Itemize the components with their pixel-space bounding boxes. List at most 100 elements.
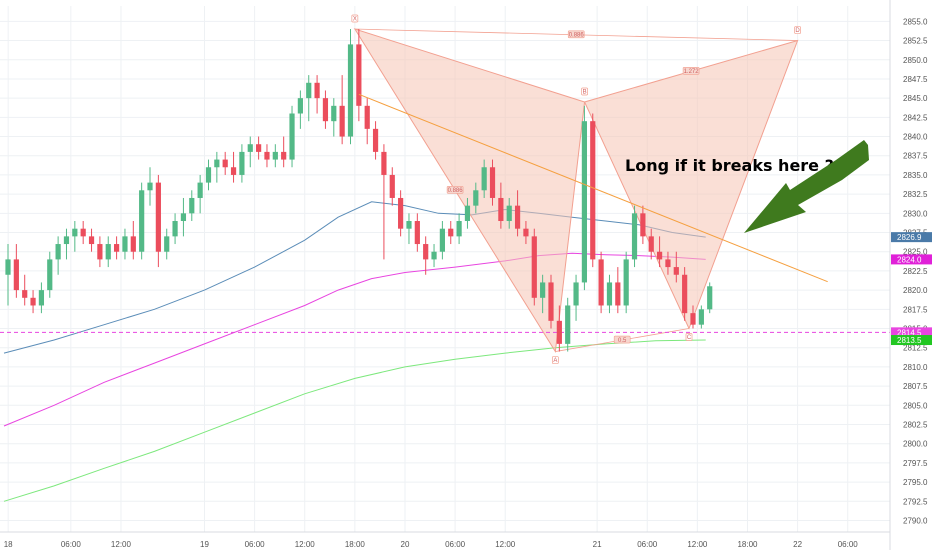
trendline-layer [358, 93, 828, 283]
candle-down [498, 197, 504, 222]
candle-up [55, 244, 61, 260]
candle-down [556, 320, 562, 344]
x-tick-label: 06:00 [245, 540, 266, 549]
candle-up [205, 167, 212, 183]
candle-up [172, 221, 178, 237]
y-tick-label: 2822.5 [903, 267, 928, 276]
x-tick-label: 12:00 [495, 540, 516, 549]
candle-up [72, 228, 78, 237]
candle-down [322, 98, 329, 122]
candle-up [431, 251, 437, 260]
candle-up [63, 236, 70, 245]
candle-down [673, 267, 679, 275]
candle-up [239, 151, 245, 175]
candle-up [38, 290, 45, 306]
candle-down [256, 144, 262, 152]
x-axis[interactable]: 18 06:00 12:00 19 06:00 12:00 18:00 20 06:00 12:0… [0, 531, 890, 549]
x-tick-label: 19 [200, 540, 209, 549]
pattern-point-label: X [353, 17, 357, 23]
candle-up [707, 286, 713, 310]
x-tick-label: 21 [593, 540, 602, 549]
x-tick-label: 18:00 [737, 540, 758, 549]
y-tick-label: 2820.0 [903, 286, 928, 295]
y-tick-label: 2825.0 [903, 248, 928, 257]
y-tick-label: 2797.5 [903, 459, 928, 468]
candle-down [155, 182, 161, 252]
candle-up [565, 305, 571, 344]
candle-up [581, 121, 588, 283]
y-tick-label: 2845.0 [903, 94, 928, 103]
ratio-label-box [446, 185, 464, 194]
candle-up [214, 159, 220, 168]
candle-up [573, 282, 579, 306]
annotation-layer: Long if it breaks here ? [625, 140, 869, 233]
candle-up [272, 151, 278, 160]
ratio-label: 0.886 [448, 188, 464, 194]
y-tick-label: 2842.5 [903, 113, 928, 122]
candle-down [690, 313, 696, 325]
candle-down [648, 236, 654, 252]
candle-up [347, 44, 354, 137]
candle-up [439, 228, 445, 252]
candle-up [623, 259, 629, 306]
ratio-label: 0.5 [618, 338, 627, 344]
x-tick-label: 18 [4, 540, 13, 549]
pattern-point-label: D [795, 28, 800, 34]
price-badge-label: 2814.5 [897, 328, 922, 337]
y-tick-label: 2792.5 [903, 497, 928, 506]
candle-up [464, 205, 471, 222]
candle-down [264, 151, 270, 160]
y-tick-label: 2807.5 [903, 382, 928, 391]
y-tick-label: 2830.0 [903, 209, 928, 218]
moving-average-3 [3, 339, 706, 502]
candle-down [414, 221, 420, 245]
y-tick-label: 2847.5 [903, 75, 928, 84]
grid [0, 6, 890, 532]
candle-up [606, 282, 613, 306]
candle-up [540, 282, 546, 298]
y-tick-label: 2805.0 [903, 401, 928, 410]
y-tick-label: 2852.5 [903, 37, 928, 46]
x-tick-label: 18:00 [345, 540, 366, 549]
price-badge-label: 2826.9 [897, 233, 922, 242]
x-tick-label: 20 [401, 540, 410, 549]
orange-trendline [358, 93, 828, 283]
y-tick-label: 2817.5 [903, 305, 928, 314]
x-tick-label: 06:00 [445, 540, 466, 549]
x-tick-label: 12:00 [687, 540, 708, 549]
candle-down [615, 282, 621, 306]
candle-up [473, 190, 479, 206]
y-tick-label: 2790.0 [903, 516, 928, 525]
candle-up [105, 244, 111, 260]
candle-up [481, 167, 487, 191]
candle-down [656, 251, 663, 260]
candle-up [139, 190, 145, 252]
candle-down [13, 259, 19, 291]
green-arrow-icon [744, 140, 869, 233]
y-axis[interactable]: 2855.0 2852.5 2850.0 2847.5 2845.0 2842.5 2840… [889, 0, 928, 550]
y-tick-label: 2802.5 [903, 420, 928, 429]
x-tick-label: 12:00 [295, 540, 316, 549]
candle-down [682, 274, 688, 314]
candle-down [113, 244, 120, 252]
candle-up [698, 309, 704, 325]
candle-down [281, 151, 287, 160]
candles [5, 29, 713, 352]
price-badge-label: 2813.5 [897, 336, 922, 345]
candle-down [22, 290, 28, 298]
candle-down [88, 236, 95, 245]
price-badge-label: 2824.0 [897, 255, 922, 264]
candle-down [356, 44, 362, 106]
candle-down [389, 174, 395, 198]
x-tick-label: 06:00 [637, 540, 658, 549]
candle-down [448, 228, 454, 237]
ratio-label-box [613, 335, 631, 344]
candle-down [590, 121, 596, 260]
candle-down [97, 244, 103, 260]
y-tick-label: 2850.0 [903, 56, 928, 65]
candle-up [289, 113, 295, 160]
candle-down [30, 297, 36, 306]
pattern-point-marker [551, 356, 559, 364]
